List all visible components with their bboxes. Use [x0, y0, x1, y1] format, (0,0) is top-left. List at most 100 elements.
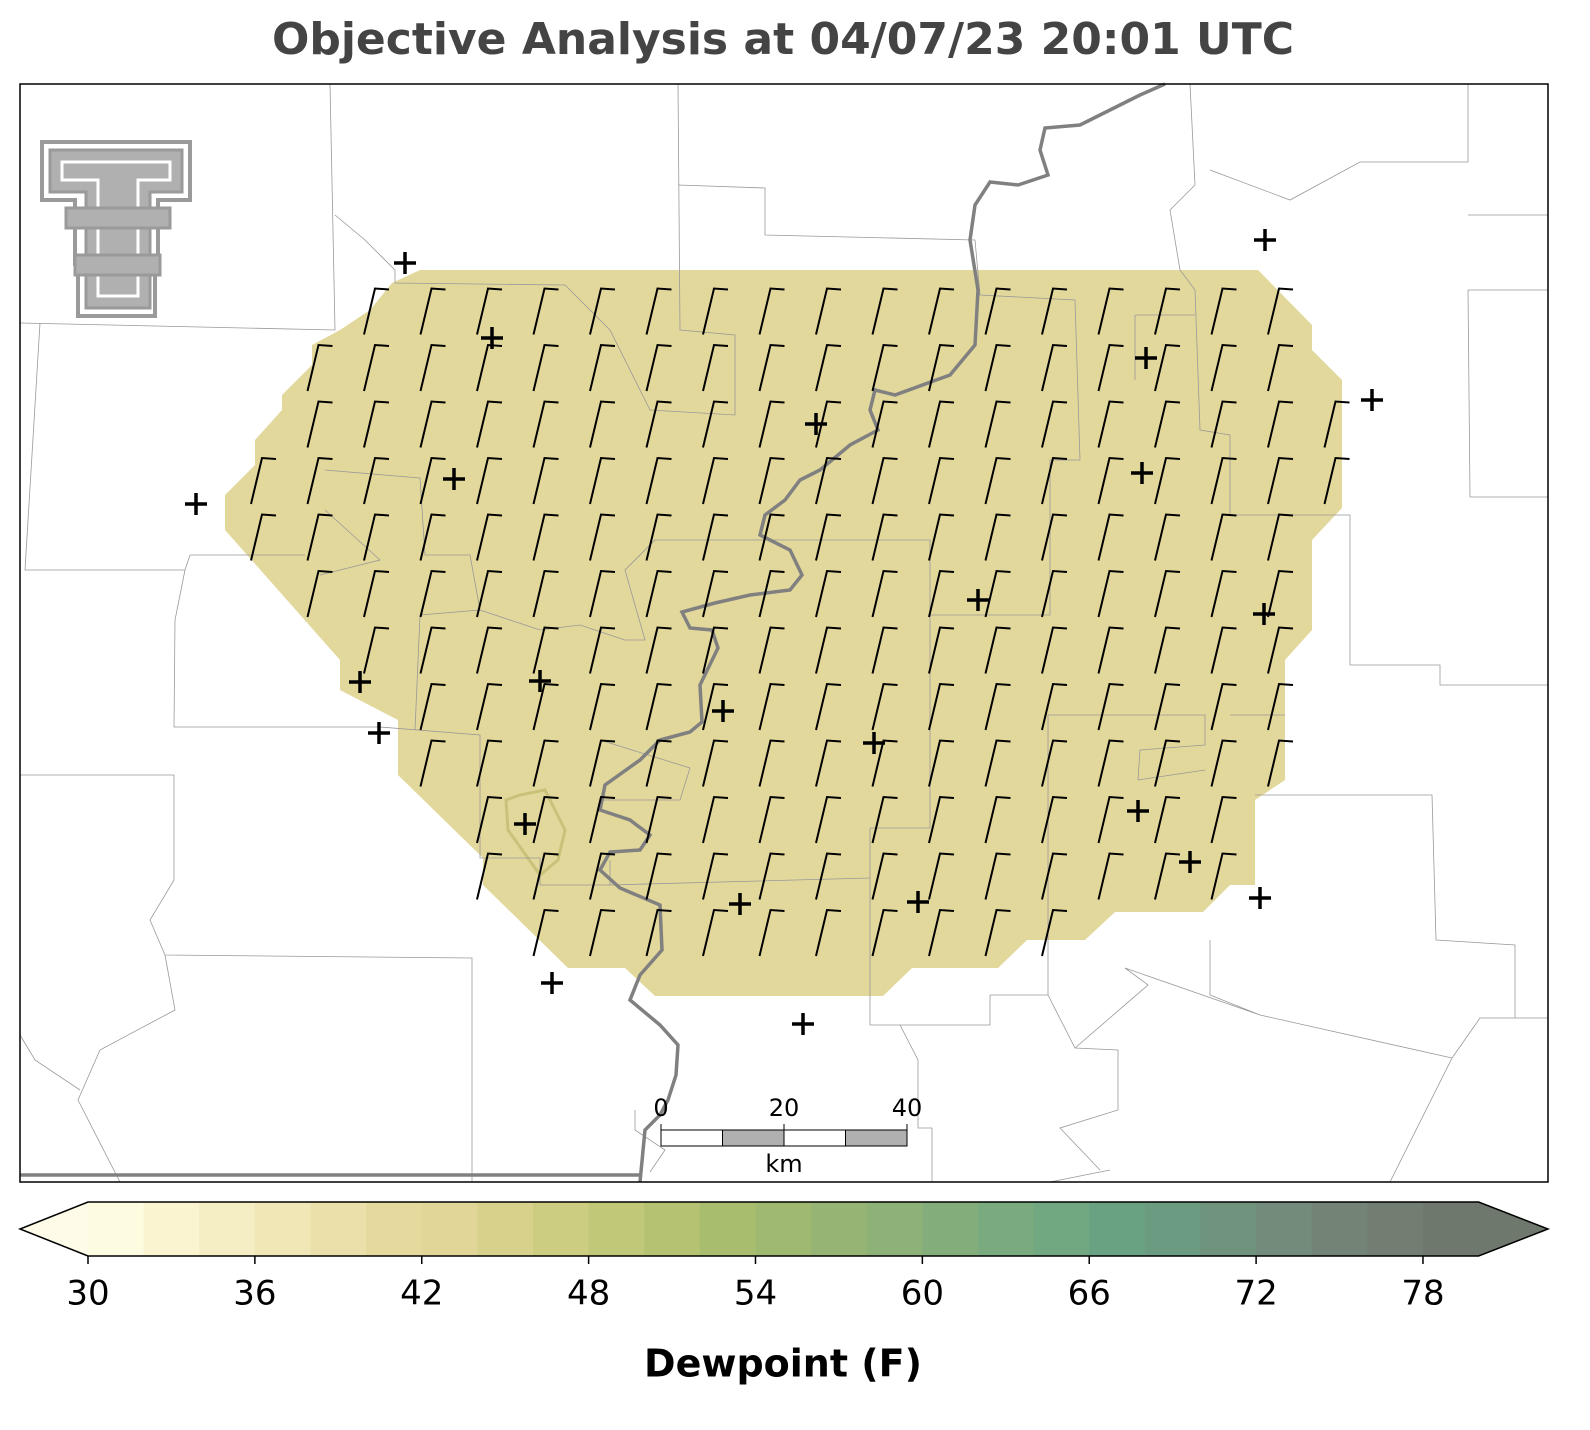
- wind-barb: [1154, 682, 1181, 731]
- station: [907, 891, 929, 913]
- wind-barb: [815, 287, 842, 335]
- colorbar-bin: [1033, 1202, 1090, 1256]
- station: [529, 670, 551, 692]
- wind-barb: [984, 852, 1011, 900]
- wind-barb: [984, 795, 1011, 844]
- wind-barb: [702, 682, 729, 731]
- wind-barb: [532, 569, 559, 618]
- wind-barb: [1210, 682, 1237, 731]
- wind-barb: [532, 795, 559, 844]
- wind-barb: [532, 626, 559, 674]
- colorbar-bin: [1311, 1202, 1368, 1256]
- wind-barb: [1097, 400, 1124, 448]
- wind-barb: [532, 456, 559, 505]
- station: [481, 327, 503, 349]
- wind-barb: [645, 287, 672, 335]
- wind-barb: [419, 626, 446, 674]
- wind-barb: [1154, 400, 1181, 448]
- wind-barb: [363, 400, 390, 448]
- scale-segment: [722, 1129, 785, 1147]
- wind-barb: [871, 400, 898, 448]
- wind-barb: [928, 456, 955, 505]
- wind-barb: [1210, 795, 1237, 844]
- station: [349, 671, 371, 693]
- wind-barb: [1097, 287, 1124, 335]
- wind-barb: [928, 682, 955, 731]
- wind-barb: [928, 343, 955, 392]
- county-lines: [19, 83, 1548, 1183]
- wind-barb: [589, 795, 616, 844]
- wind-barb: [1210, 343, 1237, 392]
- colorbar-bin: [199, 1202, 256, 1256]
- wind-barbs: [250, 287, 1350, 957]
- wind-barb: [1097, 343, 1124, 392]
- wind-barb: [419, 343, 446, 392]
- station: [541, 972, 563, 994]
- wind-barb: [1323, 400, 1350, 448]
- scale-label: 40: [892, 1094, 923, 1122]
- wind-barb: [1097, 682, 1124, 731]
- wind-barb: [984, 287, 1011, 335]
- wind-barb: [871, 456, 898, 505]
- wind-barb: [1154, 343, 1181, 392]
- wind-barb: [702, 456, 729, 505]
- wind-barb: [589, 739, 616, 787]
- wind-barb: [702, 852, 729, 900]
- wind-barb: [1041, 739, 1068, 787]
- station: [712, 700, 734, 722]
- wind-barb: [702, 400, 729, 448]
- wind-barb: [1210, 739, 1237, 787]
- colorbar-bin: [1089, 1202, 1146, 1256]
- wind-barb: [758, 852, 785, 900]
- wind-barb: [1210, 852, 1237, 900]
- wind-barb: [1154, 287, 1181, 335]
- wind-barb: [306, 569, 333, 618]
- colorbar-bin: [88, 1202, 145, 1256]
- wind-barb: [532, 739, 559, 787]
- colorbar-bin: [1200, 1202, 1257, 1256]
- wind-barb: [871, 513, 898, 561]
- wind-barb: [419, 569, 446, 618]
- wind-barb: [1267, 513, 1294, 561]
- wind-barb: [532, 287, 559, 335]
- wind-barb: [1041, 626, 1068, 674]
- wind-barb: [532, 908, 559, 957]
- wind-barb: [532, 343, 559, 392]
- stations: [185, 229, 1383, 1035]
- wind-barb: [984, 343, 1011, 392]
- colorbar-tick-label: 30: [66, 1274, 109, 1314]
- scale-segment: [660, 1129, 723, 1147]
- wind-barb: [758, 343, 785, 392]
- wind-barb: [363, 287, 390, 335]
- wind-barb: [928, 287, 955, 335]
- wind-barb: [1267, 343, 1294, 392]
- station: [967, 589, 989, 611]
- scale-segment: [845, 1129, 908, 1147]
- wind-barb: [476, 795, 503, 844]
- wind-barb: [871, 287, 898, 335]
- wind-barb: [1267, 739, 1294, 787]
- wind-barb: [589, 456, 616, 505]
- wind-barb: [984, 682, 1011, 731]
- wind-barb: [645, 739, 672, 787]
- wind-barb: [476, 682, 503, 731]
- wind-barb: [1210, 287, 1237, 335]
- colorbar-bin: [1256, 1202, 1313, 1256]
- wind-barb: [589, 400, 616, 448]
- wind-barb: [758, 569, 785, 618]
- colorbar-bin: [977, 1202, 1035, 1256]
- scale-segment: [783, 1129, 846, 1147]
- wind-barb: [306, 513, 333, 561]
- station: [792, 1013, 814, 1035]
- wind-barb: [815, 569, 842, 618]
- wind-barb: [1154, 795, 1181, 844]
- logo: [40, 140, 192, 318]
- wind-barb: [815, 795, 842, 844]
- wind-barb: [250, 456, 277, 505]
- wind-barb: [1323, 456, 1350, 505]
- wind-barb: [758, 739, 785, 787]
- colorbar-bin: [143, 1202, 200, 1256]
- wind-barb: [645, 400, 672, 448]
- colorbar-bin: [755, 1202, 812, 1256]
- wind-barb: [532, 852, 559, 900]
